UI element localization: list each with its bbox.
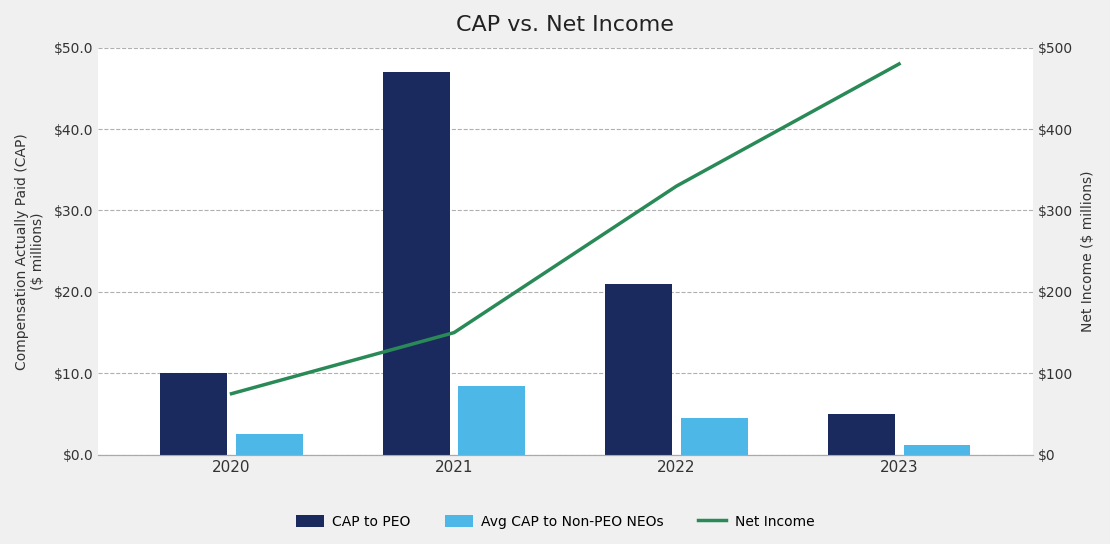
Y-axis label: Net Income ($ millions): Net Income ($ millions): [1081, 170, 1094, 332]
Net Income: [892, 61, 906, 67]
Line: Net Income: Net Income: [232, 64, 899, 394]
Bar: [904, 445, 970, 455]
Legend: CAP to PEO, Avg CAP to Non-PEO NEOs, Net Income: CAP to PEO, Avg CAP to Non-PEO NEOs, Net…: [290, 509, 820, 534]
Net Income: [669, 183, 683, 189]
Net Income: [447, 329, 461, 336]
Bar: [160, 373, 228, 455]
Bar: [236, 435, 303, 455]
Bar: [383, 72, 450, 455]
Bar: [682, 418, 748, 455]
Y-axis label: Compensation Actually Paid (CAP)
($ millions): Compensation Actually Paid (CAP) ($ mill…: [16, 133, 46, 369]
Bar: [828, 414, 895, 455]
Bar: [458, 386, 525, 455]
Title: CAP vs. Net Income: CAP vs. Net Income: [456, 15, 674, 35]
Net Income: [225, 391, 239, 397]
Bar: [605, 284, 672, 455]
